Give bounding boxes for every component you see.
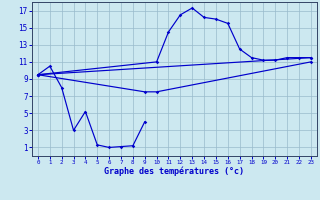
X-axis label: Graphe des températures (°c): Graphe des températures (°c)	[104, 167, 244, 176]
